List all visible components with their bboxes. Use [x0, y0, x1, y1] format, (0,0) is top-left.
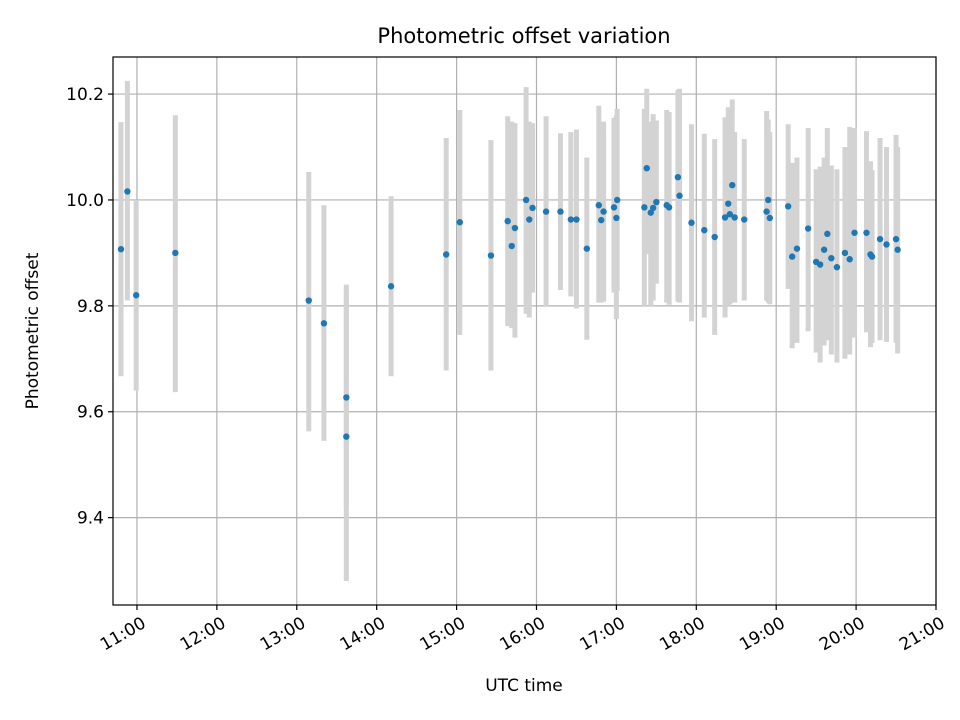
data-point — [172, 249, 179, 257]
data-point — [600, 208, 607, 215]
data-point — [894, 246, 901, 253]
data-point — [567, 216, 575, 223]
data-point — [487, 252, 495, 259]
data-point — [883, 241, 890, 248]
chart-title: Photometric offset variation — [377, 24, 670, 48]
data-point — [595, 202, 603, 209]
data-point — [320, 320, 328, 327]
data-point — [613, 214, 620, 222]
y-tick-label: 9.4 — [77, 509, 104, 529]
data-point — [613, 196, 621, 204]
data-point — [784, 203, 792, 210]
data-point — [456, 218, 463, 226]
data-point — [665, 204, 673, 211]
data-point — [741, 216, 748, 223]
data-point — [731, 214, 738, 221]
data-point — [387, 283, 395, 290]
data-point — [641, 204, 648, 211]
data-point — [526, 216, 533, 223]
data-point — [725, 200, 732, 207]
data-point — [833, 263, 841, 271]
data-point — [793, 245, 801, 252]
data-point — [305, 297, 312, 304]
y-axis-title: Photometric offset — [23, 252, 43, 409]
data-point — [765, 196, 772, 204]
data-point — [117, 245, 125, 253]
data-point — [788, 253, 796, 260]
data-point — [643, 164, 650, 172]
data-point — [726, 211, 734, 218]
data-point — [846, 256, 853, 263]
data-point — [851, 229, 858, 236]
data-point — [653, 198, 660, 206]
plot-area — [112, 56, 937, 606]
data-point — [649, 204, 657, 212]
data-point — [763, 208, 770, 215]
data-point — [647, 209, 654, 216]
data-point — [529, 204, 536, 212]
y-tick-label: 10.0 — [66, 191, 104, 211]
data-point — [557, 208, 564, 215]
data-point — [343, 433, 350, 440]
data-point — [688, 219, 695, 226]
data-point — [676, 192, 683, 199]
data-point — [674, 173, 682, 181]
data-point — [508, 242, 515, 250]
plot-frame — [112, 56, 937, 606]
data-point — [343, 394, 350, 401]
x-axis-title: UTC time — [485, 676, 563, 696]
data-point — [701, 226, 708, 234]
data-point — [820, 246, 828, 253]
data-point — [868, 253, 876, 260]
data-point — [804, 225, 812, 232]
data-point — [841, 249, 849, 257]
y-tick-label: 10.2 — [66, 85, 104, 105]
grid-lines — [113, 57, 937, 605]
data-point — [598, 216, 605, 224]
y-axis-ticks: 9.4 9.6 9.8 10.0 10.2 — [66, 85, 113, 529]
data-points — [117, 164, 901, 440]
data-point — [828, 254, 835, 262]
data-point — [876, 235, 884, 243]
data-point — [542, 208, 550, 215]
data-point — [522, 196, 530, 204]
y-tick-label: 9.8 — [77, 297, 104, 317]
data-point — [442, 251, 450, 258]
data-point — [504, 217, 511, 225]
data-point — [132, 292, 140, 299]
data-point — [816, 261, 824, 268]
data-point — [892, 235, 900, 243]
data-point — [583, 245, 591, 252]
data-point — [124, 188, 131, 195]
data-point — [766, 214, 774, 222]
data-point — [610, 204, 618, 211]
y-tick-label: 9.6 — [77, 403, 104, 423]
data-point — [721, 214, 729, 221]
data-point — [511, 224, 519, 232]
data-point — [573, 216, 580, 223]
data-point — [863, 229, 870, 236]
data-point — [729, 181, 736, 189]
data-point — [711, 233, 718, 241]
data-point — [824, 230, 831, 238]
